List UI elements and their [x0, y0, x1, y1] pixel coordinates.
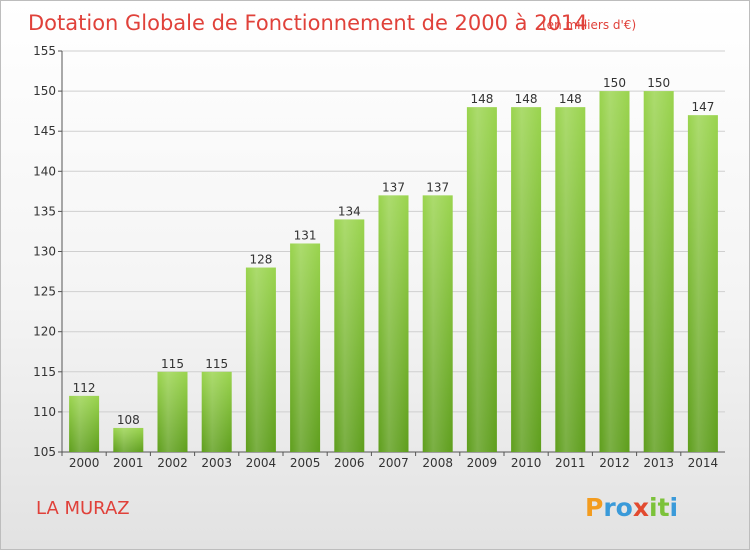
x-tick-label: 2004 [246, 456, 277, 470]
logo-letter: t [658, 493, 670, 522]
x-tick-label: 2008 [422, 456, 453, 470]
y-tick-label: 150 [33, 84, 56, 98]
x-tick-label: 2007 [378, 456, 409, 470]
bar-highlight [466, 107, 497, 452]
value-label: 112 [73, 381, 96, 395]
bar-highlight [245, 267, 276, 452]
y-tick-label: 110 [33, 405, 56, 419]
value-label: 115 [161, 357, 184, 371]
y-tick-label: 105 [33, 445, 56, 459]
y-tick-label: 115 [33, 365, 56, 379]
bar-highlight [599, 91, 630, 452]
x-tick-label: 2002 [157, 456, 188, 470]
value-label: 137 [382, 180, 405, 194]
bar-highlight [643, 91, 674, 452]
bars [69, 91, 718, 453]
y-tick-label: 130 [33, 245, 56, 259]
value-label: 148 [559, 92, 582, 106]
value-label: 148 [515, 92, 538, 106]
bar-highlight [201, 371, 232, 452]
value-label: 150 [647, 76, 670, 90]
chart-title: Dotation Globale de Fonctionnement de 20… [28, 11, 588, 35]
proxiti-logo: Proxiti [585, 493, 678, 522]
x-tick-label: 2010 [511, 456, 542, 470]
bar-highlight [378, 195, 409, 453]
value-label: 128 [249, 253, 272, 267]
bar-highlight [511, 107, 542, 452]
bar-highlight [422, 195, 453, 453]
value-label: 150 [603, 76, 626, 90]
x-tick-label: 2009 [467, 456, 498, 470]
y-tick-label: 120 [33, 325, 56, 339]
bar-highlight [555, 107, 586, 452]
commune-name: LA MURAZ [36, 498, 130, 519]
logo-letter: x [633, 493, 649, 522]
y-tick-label: 155 [33, 44, 56, 58]
value-label: 115 [205, 357, 228, 371]
bar-highlight [334, 219, 365, 452]
x-tick-label: 2005 [290, 456, 321, 470]
bar-highlight [157, 371, 188, 452]
x-tick-label: 2001 [113, 456, 144, 470]
logo-letter: o [616, 493, 633, 522]
y-tick-label: 140 [33, 164, 56, 178]
logo-letter: i [670, 493, 679, 522]
logo-letter: i [649, 493, 658, 522]
x-tick-label: 2003 [201, 456, 232, 470]
y-tick-labels: 105 110 115 120 125 130 135 140 145 150 155 [33, 44, 62, 459]
bar-highlight [69, 395, 100, 452]
value-labels: 112 108 115 115 128 131 134 137 137 148 148 148 150 1… [73, 76, 715, 427]
value-label: 137 [426, 180, 449, 194]
x-tick-label: 2014 [688, 456, 719, 470]
chart-subtitle: (en milliers d'€) [542, 18, 636, 32]
logo-letter: r [603, 493, 616, 522]
value-label: 148 [470, 92, 493, 106]
y-tick-label: 125 [33, 285, 56, 299]
x-tick-labels: 2000 2001 2002 2003 2004 2005 2006 2007 2008 2009… [61, 452, 719, 470]
logo-letter: P [585, 493, 603, 522]
bar-highlight [290, 243, 321, 452]
x-tick-label: 2011 [555, 456, 586, 470]
x-tick-label: 2006 [334, 456, 365, 470]
value-label: 131 [294, 228, 317, 242]
value-label: 134 [338, 204, 361, 218]
x-tick-label: 2000 [69, 456, 100, 470]
y-tick-label: 135 [33, 204, 56, 218]
y-tick-label: 145 [33, 124, 56, 138]
bar-highlight [113, 427, 144, 452]
x-tick-label: 2013 [643, 456, 674, 470]
x-tick-label: 2012 [599, 456, 630, 470]
value-label: 108 [117, 413, 140, 427]
bar-highlight [687, 115, 718, 452]
value-label: 147 [691, 100, 714, 114]
